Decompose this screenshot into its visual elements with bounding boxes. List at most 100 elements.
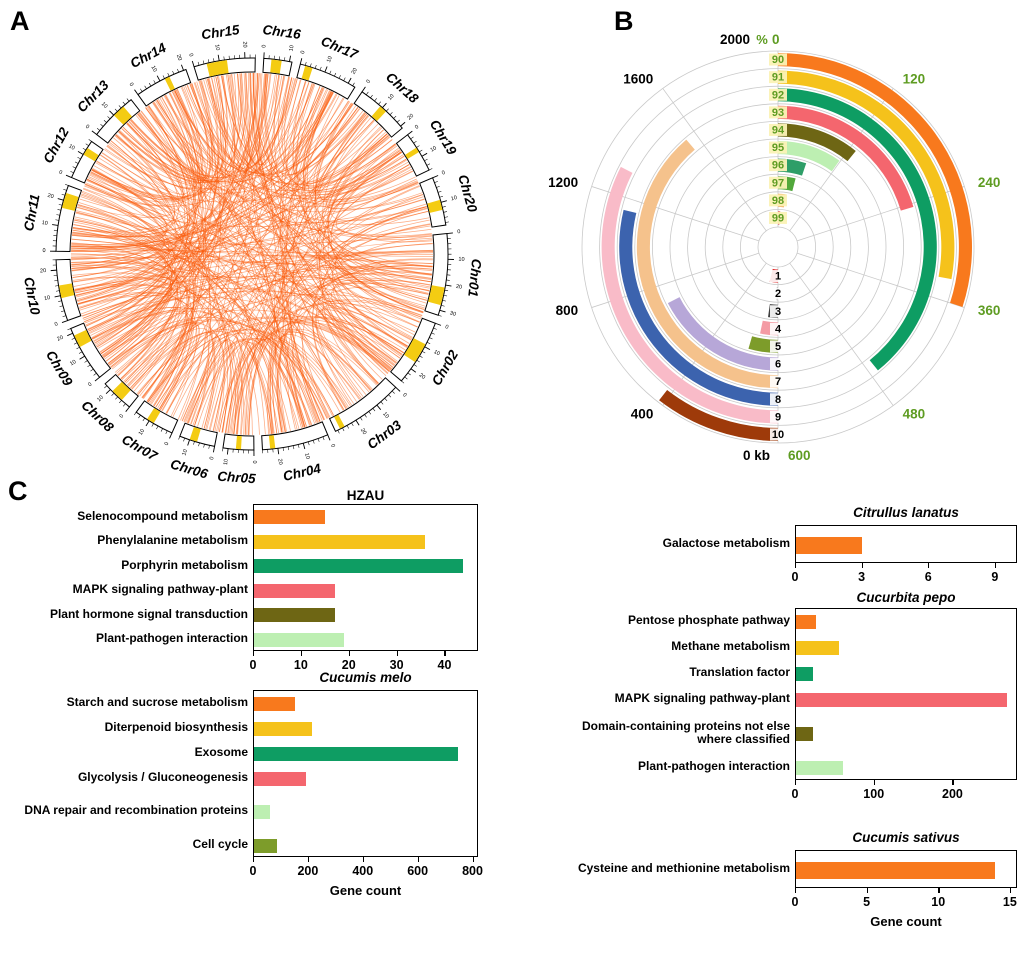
tick	[421, 351, 426, 354]
synteny-link	[296, 86, 383, 183]
synteny-link	[136, 316, 393, 395]
synteny-link	[271, 75, 320, 423]
synteny-link	[78, 292, 188, 403]
synteny-link	[72, 229, 361, 400]
tick	[393, 115, 397, 119]
tick-label: 20	[407, 113, 416, 122]
synteny-link	[250, 72, 396, 366]
yellow-block	[428, 285, 445, 306]
synteny-link	[110, 322, 225, 432]
synteny-link	[260, 73, 365, 175]
synteny-link	[145, 107, 200, 402]
category-label: Cell cycle	[192, 836, 248, 851]
synteny-link	[74, 134, 389, 292]
tick	[334, 72, 337, 77]
tick-label: 0	[401, 392, 407, 398]
synteny-link	[245, 73, 293, 165]
chromosome-label: Chr10	[21, 276, 43, 317]
synteny-link	[341, 239, 434, 255]
synteny-link	[155, 332, 331, 418]
synteny-link	[71, 261, 172, 364]
tick-label: 0	[261, 45, 267, 48]
synteny-link	[92, 310, 307, 427]
synteny-link	[71, 265, 236, 435]
synteny-link	[131, 330, 273, 434]
tick	[442, 300, 446, 302]
synteny-link	[103, 73, 240, 358]
synteny-link	[253, 72, 424, 210]
synteny-link	[114, 73, 271, 183]
tick	[284, 57, 286, 61]
yellow-block	[114, 106, 133, 125]
tick	[183, 437, 185, 442]
synteny-link	[117, 74, 234, 376]
synteny-link	[194, 185, 420, 426]
tick-label: 0	[54, 321, 59, 328]
bar-pepo-4	[796, 727, 814, 741]
tick	[426, 341, 431, 345]
tick	[432, 175, 439, 179]
ring-label-bg	[769, 176, 787, 189]
ring-label-right: 98	[772, 195, 784, 207]
ring-bar-left-6	[667, 297, 778, 371]
synteny-link	[229, 207, 428, 434]
x-axis-tick	[444, 651, 446, 656]
category-label: Plant hormone signal transduction	[49, 606, 248, 621]
tick	[314, 65, 317, 69]
tick-label: 0	[414, 124, 420, 131]
tick	[413, 364, 417, 367]
tick	[436, 186, 440, 188]
tick	[401, 380, 405, 384]
synteny-link	[75, 278, 166, 319]
synteny-link	[71, 134, 175, 245]
tick	[382, 102, 387, 109]
synteny-link	[75, 275, 165, 305]
synteny-link	[71, 247, 434, 253]
synteny-link	[315, 102, 427, 301]
ring-label-bg	[769, 159, 787, 172]
tick-label: 0	[164, 441, 171, 446]
bar-lanatus-0	[796, 536, 862, 554]
percent-scale-tick: 360	[978, 303, 1001, 318]
tick	[138, 415, 141, 419]
tick	[391, 390, 395, 394]
ring-label-right: 97	[772, 177, 784, 189]
synteny-link	[126, 328, 213, 426]
tick	[368, 411, 372, 415]
x-axis-tick	[396, 651, 398, 656]
synteny-link	[90, 80, 214, 200]
kb-scale-tick: 1200	[548, 175, 578, 190]
tick-label: 20	[351, 67, 359, 75]
bar-pepo-1	[796, 641, 839, 655]
tick	[361, 86, 366, 93]
category-label: Phenylalanine metabolism	[97, 533, 248, 548]
synteny-link	[115, 322, 200, 414]
tick-label: 10	[213, 44, 220, 51]
synteny-link	[71, 261, 432, 276]
tick	[55, 290, 60, 292]
x-axis-tick	[1009, 888, 1012, 893]
tick	[64, 183, 69, 186]
synteny-link	[184, 154, 404, 423]
yellow-block	[427, 199, 443, 213]
x-axis-tick-label: 30	[389, 658, 404, 672]
synteny-link	[71, 266, 395, 367]
tick	[222, 447, 224, 452]
x-axis-tick-label: 0	[249, 864, 257, 878]
category-label: Exosome	[194, 744, 248, 759]
tick	[302, 443, 306, 450]
tick	[435, 322, 442, 326]
tick	[126, 98, 130, 102]
tick	[429, 337, 433, 340]
ring-label-bg	[769, 53, 787, 66]
tick	[364, 414, 367, 418]
synteny-link	[75, 212, 433, 268]
yellow-block	[404, 338, 426, 363]
synteny-link	[219, 329, 377, 433]
synteny-link	[172, 91, 418, 328]
ring-label-right: 92	[772, 89, 784, 101]
tick	[140, 88, 143, 92]
synteny-link	[72, 139, 393, 278]
